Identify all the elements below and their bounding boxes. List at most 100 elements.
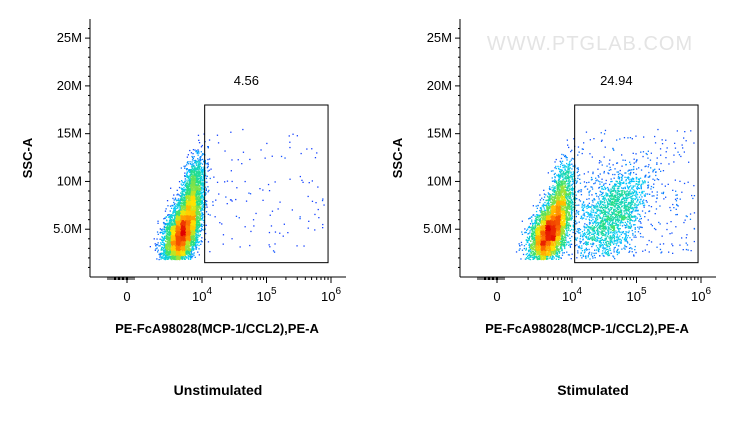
event-point <box>172 211 174 213</box>
event-point <box>187 243 189 245</box>
event-point <box>179 252 181 254</box>
event-point <box>186 257 188 259</box>
event-point <box>161 239 163 241</box>
event-point <box>180 200 183 202</box>
event-point <box>185 246 187 248</box>
event-point <box>169 226 171 228</box>
event-point <box>158 253 160 256</box>
event-point <box>180 250 182 252</box>
event-point <box>189 254 191 256</box>
event-point <box>166 229 169 231</box>
event-point <box>176 251 178 253</box>
event-point <box>182 242 184 244</box>
event-point <box>200 227 203 230</box>
event-point <box>171 255 173 257</box>
event-point <box>176 240 178 242</box>
event-point <box>167 234 169 236</box>
event-point <box>174 243 176 245</box>
event-point <box>175 242 177 244</box>
event-point <box>163 242 165 244</box>
event-point <box>182 239 184 241</box>
event-point <box>179 249 181 252</box>
event-point <box>161 231 163 234</box>
event-point <box>179 255 182 258</box>
event-point <box>195 220 197 222</box>
event-point <box>195 236 197 238</box>
event-point <box>174 209 176 211</box>
event-point <box>177 207 179 209</box>
event-point <box>174 235 176 238</box>
event-point <box>181 243 183 245</box>
event-point <box>196 236 198 238</box>
event-point <box>159 256 161 258</box>
event-point <box>198 254 200 256</box>
event-point <box>177 244 179 246</box>
event-point <box>196 240 198 242</box>
event-point <box>190 242 192 244</box>
event-point <box>169 248 172 250</box>
event-point <box>182 255 184 257</box>
event-point <box>171 255 174 257</box>
event-point <box>190 256 192 258</box>
event-point <box>169 256 172 258</box>
event-point <box>158 245 160 247</box>
event-point <box>165 223 167 225</box>
event-point <box>177 201 179 204</box>
event-point <box>192 219 195 221</box>
event-point <box>185 256 187 258</box>
event-point <box>177 212 179 214</box>
event-point <box>174 214 177 216</box>
event-point <box>167 222 169 225</box>
event-point <box>170 221 172 223</box>
event-point <box>179 253 181 255</box>
event-point <box>157 242 159 244</box>
event-point <box>167 248 169 251</box>
event-point <box>170 219 172 221</box>
event-point <box>190 234 192 236</box>
event-point <box>175 199 177 201</box>
event-point <box>179 240 181 242</box>
event-point <box>187 233 189 235</box>
event-point <box>168 239 170 241</box>
event-point <box>177 249 179 252</box>
event-point <box>163 239 165 242</box>
event-point <box>164 256 166 258</box>
event-point <box>196 228 198 230</box>
event-point <box>174 242 176 244</box>
event-point <box>188 251 190 253</box>
event-point <box>174 253 176 255</box>
event-point <box>162 247 165 250</box>
event-point <box>174 244 176 246</box>
event-point <box>156 258 158 260</box>
event-point <box>193 240 195 242</box>
event-point <box>192 243 194 245</box>
event-point <box>196 230 198 233</box>
event-point <box>174 251 176 254</box>
event-point <box>163 249 166 251</box>
event-point <box>159 232 161 234</box>
event-point <box>173 218 176 220</box>
event-point <box>179 258 181 260</box>
event-point <box>174 210 176 212</box>
event-point <box>176 228 178 230</box>
event-point <box>170 241 173 243</box>
event-point <box>184 234 186 236</box>
event-point <box>192 208 194 210</box>
event-point <box>163 223 165 225</box>
event-point <box>185 242 187 244</box>
event-point <box>172 237 174 239</box>
event-point <box>168 219 171 221</box>
event-point <box>169 237 171 240</box>
event-point <box>164 223 167 225</box>
event-point <box>171 223 173 225</box>
event-point <box>175 258 177 260</box>
event-point <box>171 234 173 236</box>
event-point <box>177 219 179 222</box>
event-point <box>159 253 161 255</box>
event-point <box>184 240 186 243</box>
event-point <box>173 231 176 233</box>
event-point <box>179 254 181 257</box>
event-point <box>181 207 183 209</box>
event-point <box>185 251 187 254</box>
event-point <box>175 251 177 254</box>
